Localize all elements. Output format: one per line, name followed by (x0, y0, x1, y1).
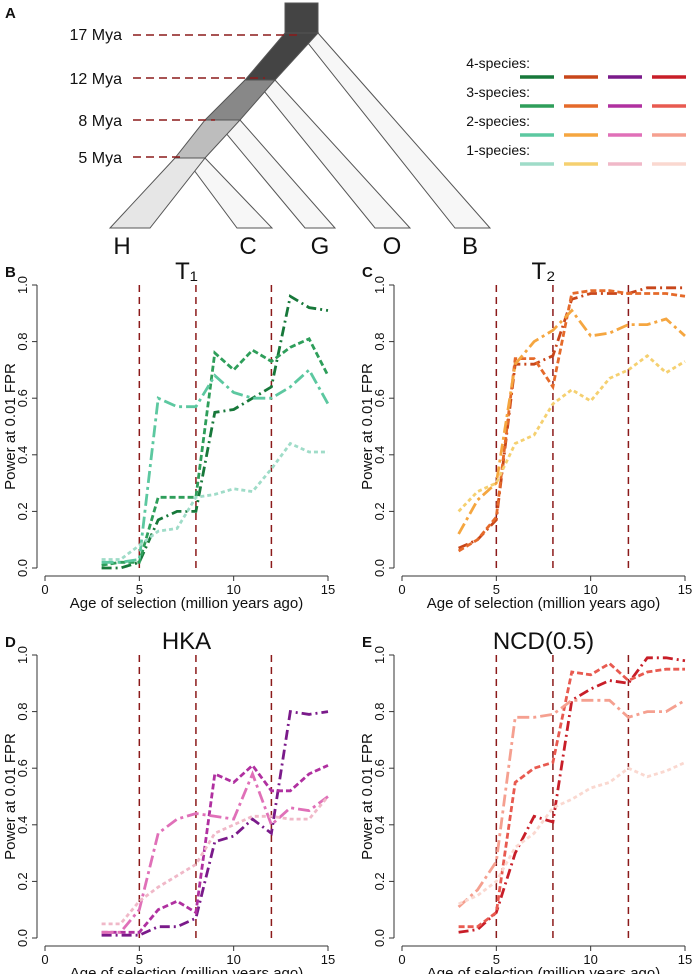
y-tick-label: 0.4 (372, 446, 387, 464)
y-tick-label: 0.4 (15, 446, 30, 464)
x-tick-label: 0 (41, 582, 48, 597)
panel-letter: D (5, 634, 16, 651)
branch (108, 157, 207, 229)
y-tick-label: 0.2 (372, 502, 387, 520)
phylogeny (108, 2, 492, 229)
x-tick-label: 15 (678, 952, 692, 967)
series-line (101, 367, 330, 564)
y-tick-label: 0.0 (15, 929, 30, 947)
chart-title: HKA (162, 628, 211, 655)
x-axis-label: Age of selection (million years ago) (70, 965, 303, 974)
x-tick-label: 5 (136, 582, 143, 597)
x-tick-label: 0 (41, 952, 48, 967)
root (284, 2, 319, 34)
series-line (101, 336, 330, 567)
y-tick-label: 0.6 (372, 759, 387, 777)
leaf-label: O (383, 233, 402, 260)
legend-label: 2-species: (466, 113, 530, 129)
panel-letter: C (362, 264, 373, 281)
x-tick-label: 5 (136, 952, 143, 967)
x-tick-label: 5 (493, 582, 500, 597)
series-line (457, 353, 686, 513)
x-tick-label: 10 (226, 582, 240, 597)
y-tick-label: 1.0 (15, 276, 30, 294)
branch (298, 32, 492, 229)
legend-label: 4-species: (466, 55, 530, 71)
y-tick-label: 0.2 (15, 872, 30, 890)
series-line (458, 661, 685, 929)
legend-label: 1-species: (466, 142, 530, 158)
series-line (101, 710, 329, 937)
y-tick-label: 0.2 (15, 502, 30, 520)
x-tick-label: 15 (678, 582, 692, 597)
series-line (101, 441, 328, 561)
y-tick-label: 0.6 (15, 389, 30, 407)
panel-letter: B (5, 264, 16, 281)
x-axis-label: Age of selection (million years ago) (427, 965, 660, 974)
series-line (457, 698, 686, 908)
series-line (101, 763, 329, 934)
panel-letter: A (5, 5, 16, 22)
y-tick-label: 0.6 (372, 389, 387, 407)
x-axis-label: Age of selection (million years ago) (427, 595, 660, 612)
leaf-label: C (239, 233, 256, 260)
branch (253, 79, 412, 229)
legend-label: 3-species: (466, 84, 530, 100)
time-label: 8 Mya (78, 113, 122, 130)
y-tick-label: 1.0 (372, 646, 387, 664)
series-line (101, 770, 329, 934)
x-tick-label: 0 (398, 952, 405, 967)
y-tick-label: 1.0 (372, 276, 387, 294)
y-tick-label: 0.8 (372, 333, 387, 351)
y-tick-label: 0.6 (15, 759, 30, 777)
leaf-label: G (311, 233, 330, 260)
branch (203, 79, 277, 121)
time-label: 12 Mya (70, 71, 123, 88)
y-tick-label: 0.4 (372, 816, 387, 834)
branch (243, 32, 320, 81)
y-axis-label: Power at 0.01 FPR (359, 363, 376, 490)
time-label: 5 Mya (78, 150, 122, 167)
x-tick-label: 10 (583, 582, 597, 597)
panel-letter: E (362, 634, 372, 651)
y-tick-label: 0.8 (15, 703, 30, 721)
chart-title: T₂ (532, 258, 556, 285)
y-tick-label: 0.0 (372, 929, 387, 947)
leaf-label: H (113, 233, 130, 260)
time-label: 17 Mya (70, 27, 123, 44)
y-axis-label: Power at 0.01 FPR (2, 733, 19, 860)
series-line (458, 656, 686, 934)
x-tick-label: 10 (583, 952, 597, 967)
series-line (457, 308, 686, 535)
x-tick-label: 15 (321, 952, 335, 967)
x-tick-label: 10 (226, 952, 240, 967)
y-tick-label: 0.0 (372, 559, 387, 577)
y-axis-label: Power at 0.01 FPR (359, 733, 376, 860)
series-line (458, 286, 685, 550)
series-line (457, 289, 686, 553)
x-axis-label: Age of selection (million years ago) (70, 595, 303, 612)
x-tick-label: 15 (321, 582, 335, 597)
x-tick-label: 0 (398, 582, 405, 597)
leaf-label: B (462, 233, 478, 260)
y-tick-label: 0.2 (372, 872, 387, 890)
y-tick-label: 0.8 (15, 333, 30, 351)
x-tick-label: 5 (493, 952, 500, 967)
y-tick-label: 1.0 (15, 646, 30, 664)
series-line (101, 294, 329, 570)
series-line (101, 795, 330, 926)
time-lines (133, 34, 300, 158)
y-axis-label: Power at 0.01 FPR (2, 363, 19, 490)
y-tick-label: 0.4 (15, 816, 30, 834)
chart-title: T₁ (175, 258, 198, 285)
series-line (458, 761, 686, 906)
chart-title: NCD(0.5) (493, 628, 594, 655)
y-tick-label: 0.0 (15, 559, 30, 577)
y-tick-label: 0.8 (372, 703, 387, 721)
legend: 4-species: 3-species: 2-species: 1-species: (466, 55, 686, 166)
